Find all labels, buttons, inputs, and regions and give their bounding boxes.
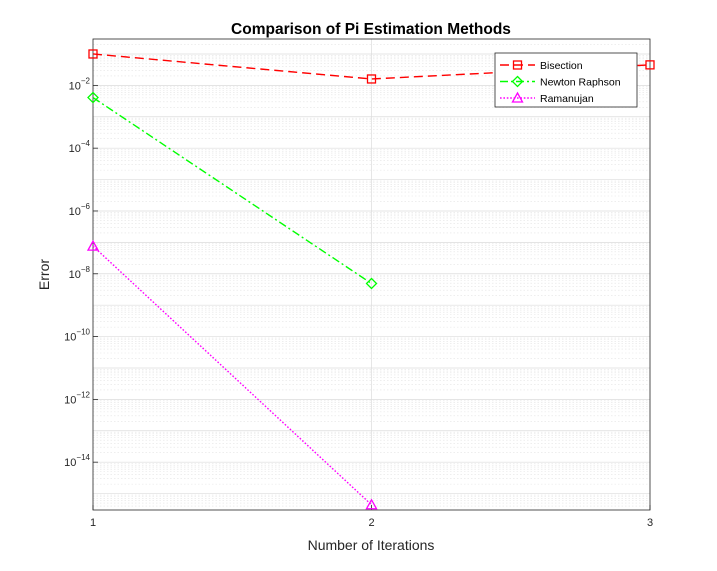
legend-item-bisection: Bisection [500,60,583,72]
data-point-newton-raphson [87,91,99,104]
x-tick-label: 2 [368,517,374,529]
legend-label-newton-raphson: Newton Raphson [540,77,621,89]
y-tick-label: 10−2 [69,76,91,92]
legend-label-ramanujan: Ramanujan [540,93,594,105]
series-newton-raphson [87,91,378,290]
x-axis-label: Number of Iterations [308,537,435,553]
x-tick-label: 3 [647,517,653,529]
legend-box [494,52,638,108]
y-tick-label: 10−10 [64,328,90,344]
y-tick-label: 10−12 [64,390,90,406]
legend-marker-ramanujan [511,91,524,103]
data-point-bisection [366,74,377,84]
y-tick-label: 10−14 [64,453,90,469]
data-point-newton-raphson [365,277,378,290]
y-tick-label: 10−6 [69,202,91,218]
data-point-bisection [645,60,655,70]
grid [93,39,650,510]
y-axis-label: Error [36,259,52,290]
x-tick-label: 1 [90,517,96,529]
legend-marker-bisection [512,60,523,70]
y-tick-label: 10−4 [69,139,91,155]
legend-label-bisection: Bisection [540,60,583,72]
series-line-newton-raphson [92,96,372,285]
axis-ticks: 1 2 3 10−14 10−12 10−10 10−8 10−6 10−4 10−2 [64,76,653,529]
series-line-ramanujan [92,245,372,506]
series-ramanujan [86,239,378,510]
data-point-ramanujan [365,498,378,510]
legend-item-newton-raphson: Newton Raphson [500,75,621,89]
legend: Bisection Newton Raphson Ramanujan [494,52,638,108]
legend-item-ramanujan: Ramanujan [500,91,594,105]
data-point-ramanujan [86,239,100,251]
legend-marker-newton-raphson [511,75,524,88]
y-tick-label: 10−8 [69,265,91,281]
data-point-bisection [88,49,98,59]
chart-title: Comparison of Pi Estimation Methods [231,21,511,38]
